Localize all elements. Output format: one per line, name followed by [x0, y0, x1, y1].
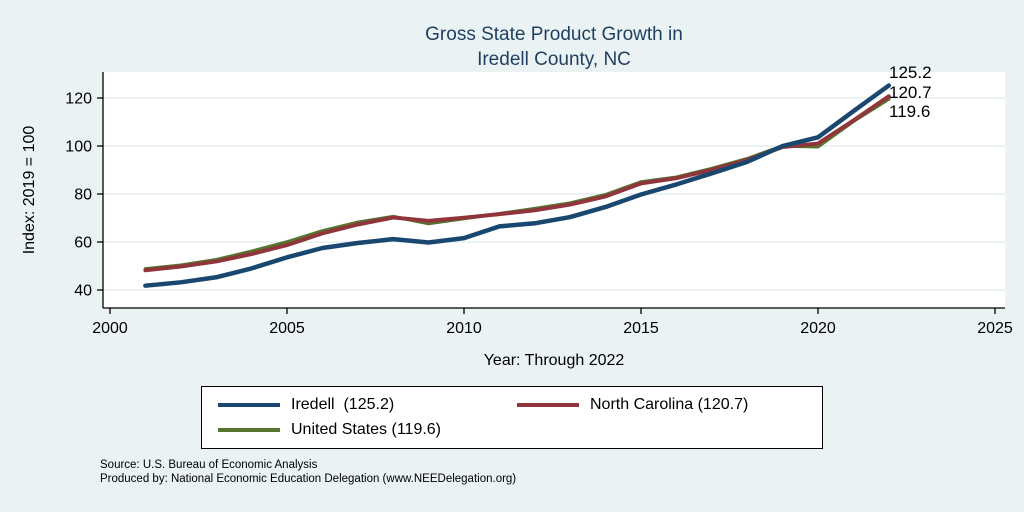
- end-value-label-north-carolina: 120.7: [889, 83, 932, 102]
- source-note-line2: Produced by: National Economic Education…: [100, 473, 517, 485]
- legend-label: North Carolina (120.7): [590, 396, 749, 413]
- y-tick-label: 40: [74, 283, 92, 300]
- end-value-label-united-states: 119.6: [889, 102, 931, 121]
- source-notes: Source: U.S. Bureau of Economic Analysis…: [100, 458, 516, 486]
- legend-item-iredell: Iredell (125.2): [218, 396, 517, 414]
- source-note-line1: Source: U.S. Bureau of Economic Analysis: [100, 459, 318, 471]
- x-tick-label: 2025: [977, 320, 1013, 337]
- x-tick-label: 2000: [92, 320, 128, 337]
- y-tick-label: 120: [65, 91, 92, 108]
- y-axis-label: Index: 2019 = 100: [21, 125, 38, 255]
- y-tick-label: 100: [65, 139, 92, 156]
- chart-title-line2: Iredell County, NC: [477, 49, 631, 70]
- legend-label: United States (119.6): [291, 421, 442, 438]
- legend-swatch-united-states: [218, 428, 280, 432]
- y-tick-label: 80: [74, 187, 92, 204]
- y-tick-label: 60: [74, 235, 92, 252]
- legend-swatch-iredell: [218, 402, 280, 408]
- x-axis-label: Year: Through 2022: [483, 352, 625, 369]
- chart-title-line1: Gross State Product Growth in: [425, 24, 683, 45]
- legend-item-united-states: United States (119.6): [218, 421, 517, 439]
- series-line-iredell: [143, 83, 892, 288]
- legend-label: Iredell (125.2): [291, 396, 395, 413]
- x-tick-label: 2010: [446, 320, 482, 337]
- legend-swatch-north-carolina: [517, 403, 579, 407]
- legend-item-north-carolina: North Carolina (120.7): [517, 396, 816, 414]
- x-tick-label: 2020: [800, 320, 836, 337]
- legend: Iredell (125.2) North Carolina (120.7) Uni…: [201, 386, 823, 449]
- chart-title: Gross State Product Growth in Iredell Co…: [103, 22, 1005, 72]
- end-value-label-iredell: 125.2: [889, 63, 932, 82]
- x-tick-label: 2015: [623, 320, 659, 337]
- x-tick-label: 2005: [269, 320, 305, 337]
